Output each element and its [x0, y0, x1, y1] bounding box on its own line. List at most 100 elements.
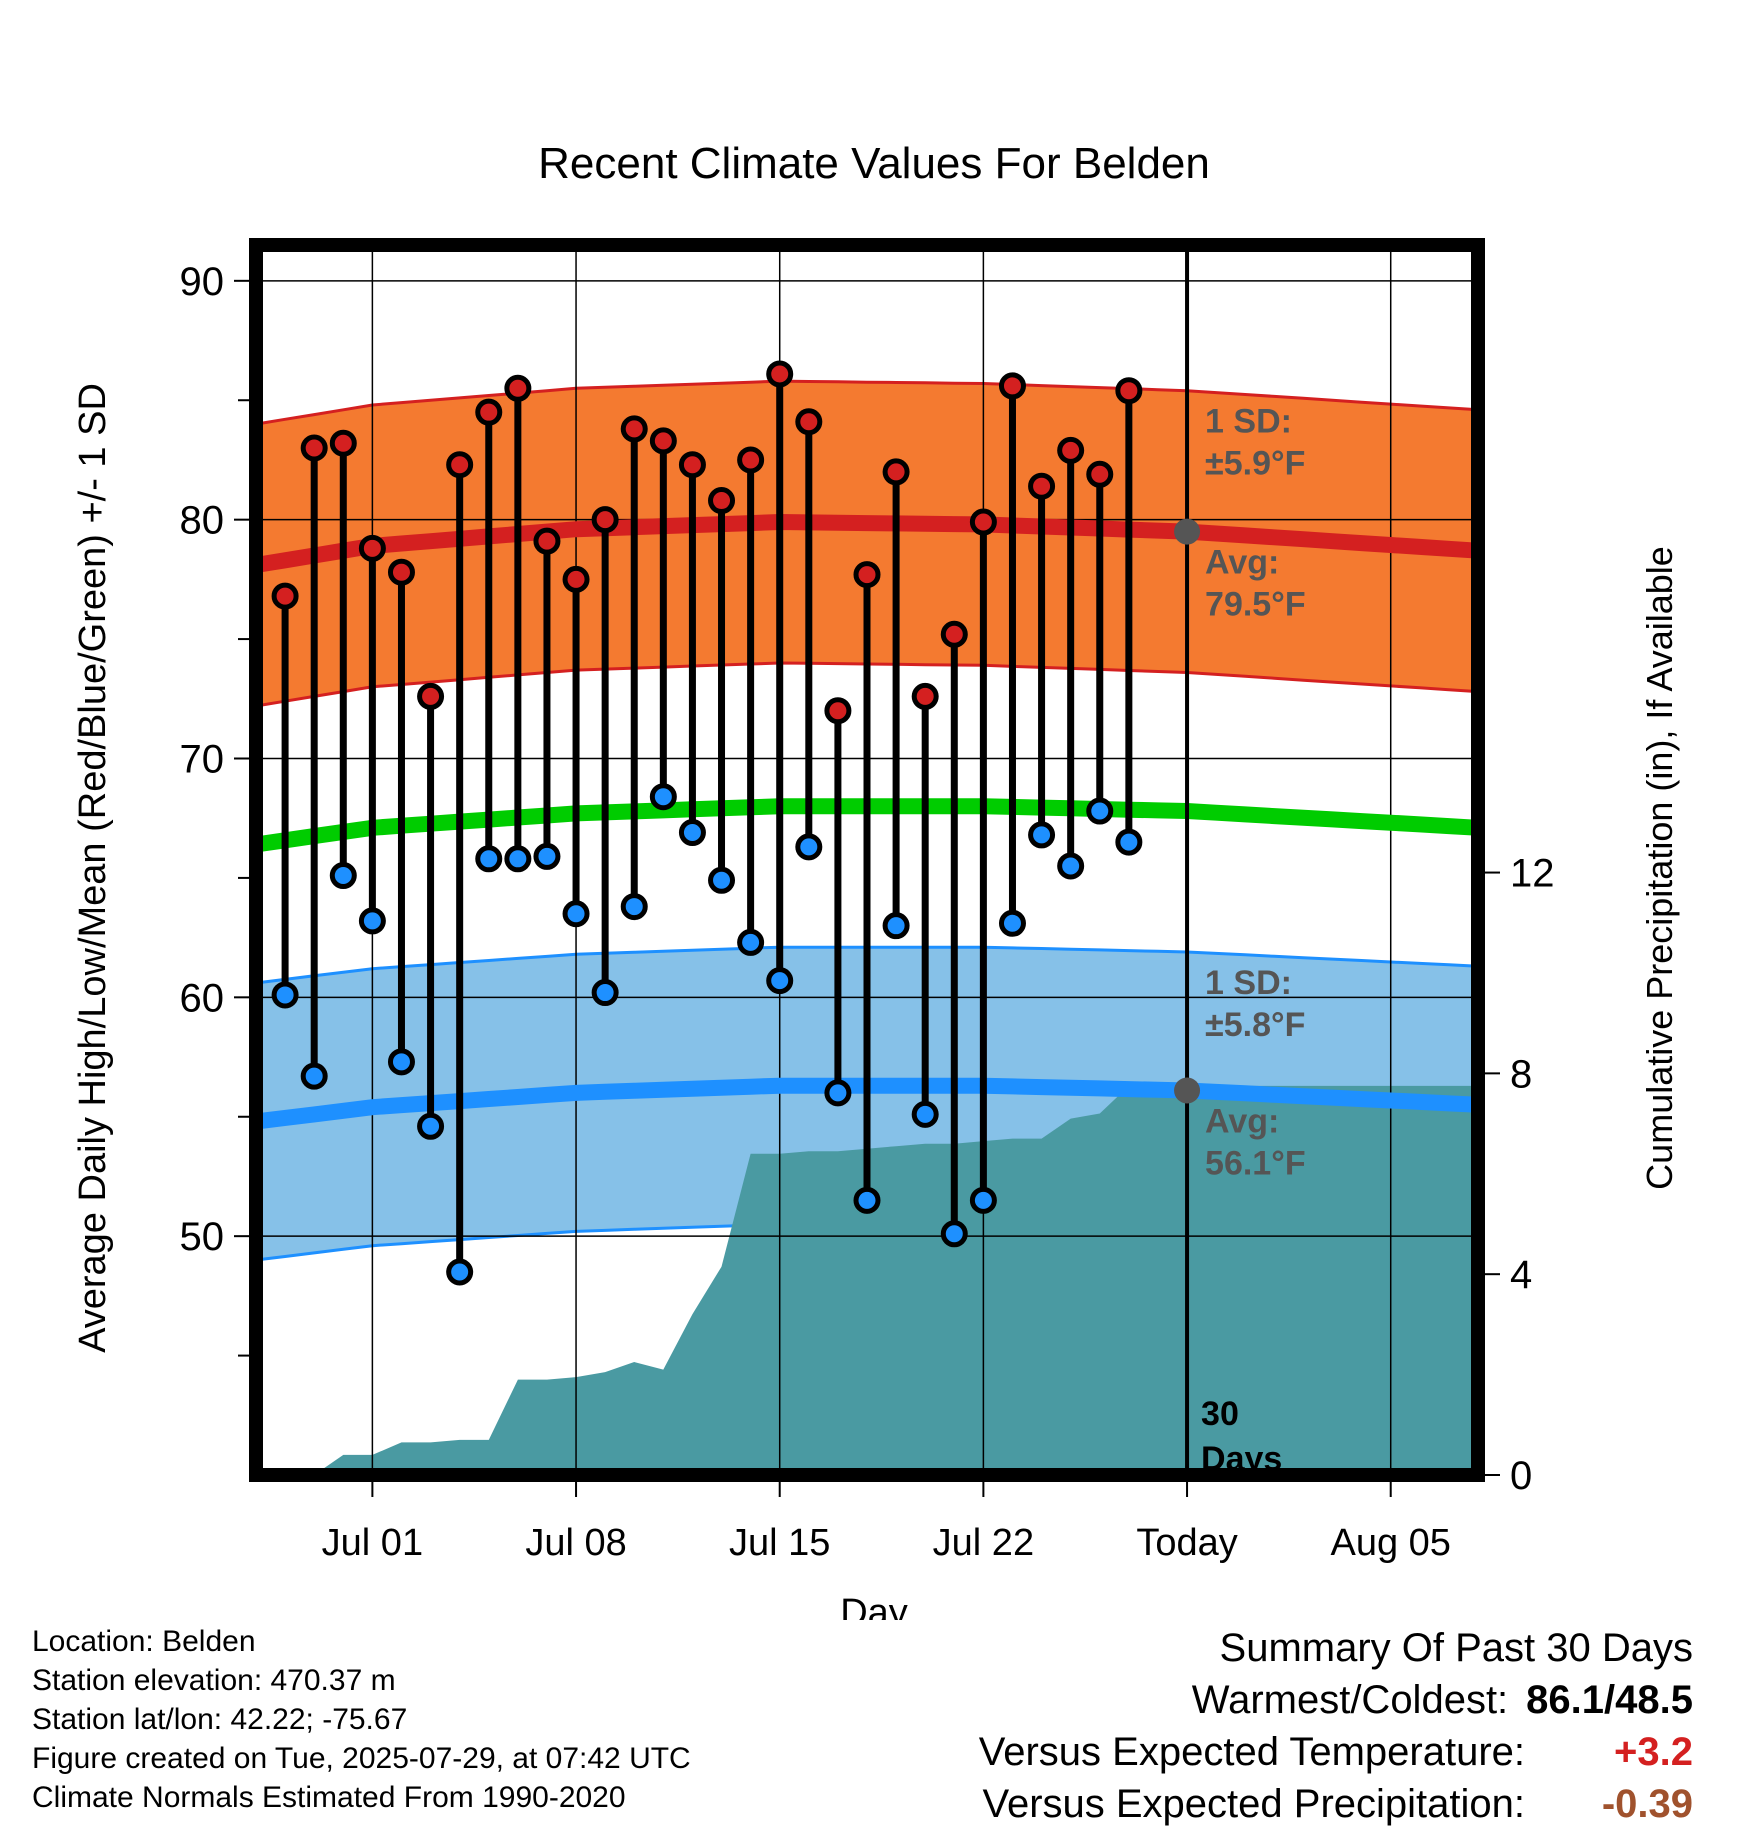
normal-high-band-upper-edge	[255, 379, 1479, 426]
elevation-text: Station elevation: 470.37 m	[32, 1664, 396, 1697]
daily-high-point	[1057, 436, 1085, 464]
x-tick-label: Today	[1136, 1522, 1237, 1564]
daily-low-point	[882, 912, 910, 940]
created-text: Figure created on Tue, 2025-07-29, at 07…	[32, 1742, 691, 1775]
daily-low-point	[649, 783, 677, 811]
y2-axis-label: Cumulative Precipitation (in), If Availa…	[1639, 546, 1680, 1190]
daily-low-point	[737, 928, 765, 956]
daily-high-point	[911, 682, 939, 710]
daily-high-point	[853, 561, 881, 589]
high-avg-annotation-line-0: Avg:	[1205, 544, 1279, 582]
warmest-value: 86.1/48.5	[1526, 1678, 1693, 1722]
daily-high-point	[1086, 460, 1114, 488]
temp-anomaly-label: Versus Expected Temperature:	[978, 1730, 1525, 1774]
daily-low-point	[620, 893, 648, 921]
daily-high-point	[620, 415, 648, 443]
daily-high-point	[795, 408, 823, 436]
daily-high-point	[300, 434, 328, 462]
x-axis-label: Day	[840, 1592, 908, 1620]
daily-low-point	[853, 1186, 881, 1214]
daily-high-point	[1028, 472, 1056, 500]
daily-low-point	[533, 842, 561, 870]
station-info: Location: Belden Station elevation: 470.…	[32, 1622, 691, 1817]
latlon-text: Station lat/lon: 42.22; -75.67	[32, 1703, 408, 1736]
daily-low-point	[940, 1220, 968, 1248]
daily-low-point	[1057, 852, 1085, 880]
daily-low-point	[475, 845, 503, 873]
daily-low-point	[271, 981, 299, 1009]
daily-high-point	[1115, 377, 1143, 405]
daily-high-point	[708, 487, 736, 515]
x-tick-label: Jul 22	[933, 1522, 1034, 1564]
daily-high-point	[998, 372, 1026, 400]
high-avg-annotation-line-1: 79.5°F	[1205, 586, 1306, 624]
summary-heading: Summary Of Past 30 Days	[1219, 1626, 1693, 1670]
daily-high-point	[475, 398, 503, 426]
location-text: Location: Belden	[32, 1625, 256, 1658]
daily-low-point	[387, 1048, 415, 1076]
daily-high-point	[824, 697, 852, 725]
today-low-avg-marker	[1174, 1077, 1201, 1104]
summary-warmest-row: Warmest/Coldest: 86.1/48.5	[979, 1674, 1693, 1726]
summary-temp-row: Versus Expected Temperature: +3.2	[979, 1726, 1693, 1778]
y2-tick-label: 12	[1510, 852, 1555, 896]
y-tick-label: 90	[180, 260, 225, 304]
daily-low-point	[358, 907, 386, 935]
daily-low-point	[969, 1186, 997, 1214]
x-tick-label: Aug 05	[1330, 1522, 1450, 1564]
daily-high-point	[387, 558, 415, 586]
daily-high-point	[737, 446, 765, 474]
daily-low-point	[795, 833, 823, 861]
summary-panel: Summary Of Past 30 Days Warmest/Coldest:…	[979, 1622, 1693, 1830]
daily-low-point	[446, 1258, 474, 1286]
y2-tick-label: 0	[1510, 1454, 1532, 1498]
climate-chart: Recent Climate Values For Belden 1 SD: ±5…	[72, 139, 1680, 1620]
daily-high-point	[271, 582, 299, 610]
daily-low-point	[1028, 821, 1056, 849]
daily-low-point	[998, 909, 1026, 937]
normal-high-band	[256, 381, 1478, 706]
daily-high-point	[649, 427, 677, 455]
chart-title: Recent Climate Values For Belden	[538, 139, 1210, 188]
daily-high-point	[940, 620, 968, 648]
low-avg-annotation-line-0: Avg:	[1205, 1102, 1279, 1140]
daily-high-point	[504, 374, 532, 402]
x-tick-label: Jul 01	[322, 1522, 423, 1564]
observed-temperatures	[271, 360, 1143, 1286]
daily-low-point	[1086, 797, 1114, 825]
plot-border	[249, 238, 1485, 1482]
daily-low-point	[417, 1112, 445, 1140]
daily-high-point	[591, 506, 619, 534]
daily-high-point	[562, 565, 590, 593]
y-tick-label: 50	[180, 1215, 225, 1259]
daily-low-point	[911, 1100, 939, 1128]
daily-low-point	[591, 979, 619, 1007]
low-sd-annotation-line-1: ±5.8°F	[1205, 1006, 1305, 1044]
daily-high-point	[678, 451, 706, 479]
daily-low-point	[562, 900, 590, 928]
daily-high-point	[329, 429, 357, 457]
high-sd-annotation-line-0: 1 SD:	[1205, 403, 1292, 441]
y-tick-label: 80	[180, 499, 225, 543]
daily-low-point	[300, 1062, 328, 1090]
daily-high-point	[446, 451, 474, 479]
precip-anomaly-label: Versus Expected Precipitation:	[982, 1782, 1525, 1826]
today-high-avg-marker	[1174, 518, 1201, 545]
low-sd-annotation-line-0: 1 SD:	[1205, 964, 1292, 1002]
daily-high-point	[417, 682, 445, 710]
y2-tick-label: 8	[1510, 1052, 1532, 1096]
daily-low-point	[766, 967, 794, 995]
normals-text: Climate Normals Estimated From 1990-2020	[32, 1781, 626, 1814]
daily-low-point	[708, 866, 736, 894]
summary-precip-row: Versus Expected Precipitation: -0.39	[979, 1778, 1693, 1830]
daily-low-point	[824, 1079, 852, 1107]
low-avg-annotation-line-1: 56.1°F	[1205, 1144, 1306, 1182]
daily-high-point	[533, 527, 561, 555]
plot-frame	[249, 238, 1485, 1482]
y2-tick-label: 4	[1510, 1253, 1532, 1297]
x-tick-label: Jul 08	[525, 1522, 626, 1564]
y-axis-label: Average Daily High/Low/Mean (Red/Blue/Gr…	[72, 383, 114, 1353]
daily-high-point	[969, 508, 997, 536]
temp-anomaly-value: +3.2	[1614, 1730, 1693, 1774]
axes: 50 60 70 80 90 0 4 8 12 Jul 01 Jul 08 Jul 15 Jul 22 T…	[180, 260, 1555, 1564]
